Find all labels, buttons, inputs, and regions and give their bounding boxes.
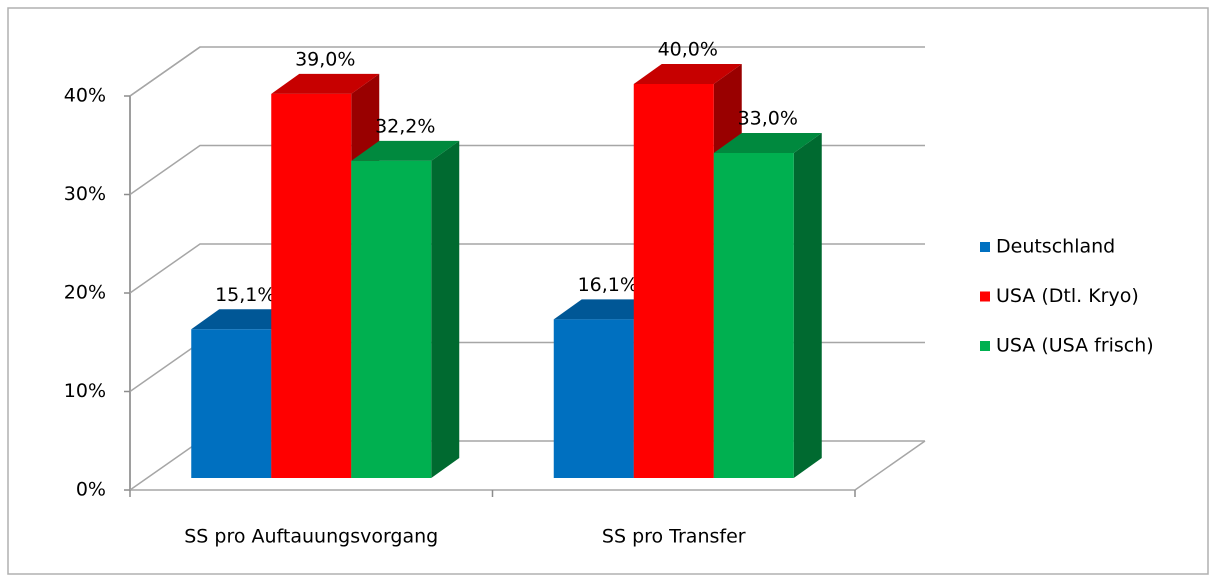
legend-swatch <box>980 291 990 302</box>
bar-front <box>633 84 714 478</box>
bar-front <box>713 152 794 478</box>
bar-top <box>713 132 822 153</box>
value-label: 16,1% <box>578 274 638 296</box>
chart-frame <box>7 7 1209 575</box>
value-label: 32,2% <box>375 115 435 137</box>
grid-line <box>129 46 925 97</box>
x-tick-label: SS pro Transfer <box>602 526 746 548</box>
value-label: 40,0% <box>658 39 718 61</box>
bar-front <box>191 329 272 478</box>
bar-side <box>793 132 822 478</box>
y-tick-label: 40% <box>64 85 106 107</box>
legend-label: USA (USA frisch) <box>996 335 1154 357</box>
y-tick-label: 20% <box>64 282 106 304</box>
legend-swatch <box>980 341 990 351</box>
bar <box>713 132 822 478</box>
bar <box>351 140 460 478</box>
legend-swatch <box>980 242 990 252</box>
bar-front <box>553 319 634 478</box>
bar-top <box>271 73 380 94</box>
bar-front <box>271 93 352 478</box>
value-label: 15,1% <box>215 284 275 306</box>
legend-label: Deutschland <box>996 236 1115 258</box>
value-label: 39,0% <box>295 48 355 70</box>
y-tick-label: 0% <box>76 479 106 501</box>
x-tick-label: SS pro Auftauungsvorgang <box>184 526 438 548</box>
value-label: 33,0% <box>738 107 798 129</box>
y-tick-label: 10% <box>64 380 106 402</box>
legend-label: USA (Dtl. Kryo) <box>996 285 1139 307</box>
bar-top <box>633 64 742 84</box>
y-tick-label: 30% <box>64 183 106 205</box>
bar-side <box>431 140 460 478</box>
bar-top <box>351 140 460 161</box>
bar-front <box>351 160 432 478</box>
